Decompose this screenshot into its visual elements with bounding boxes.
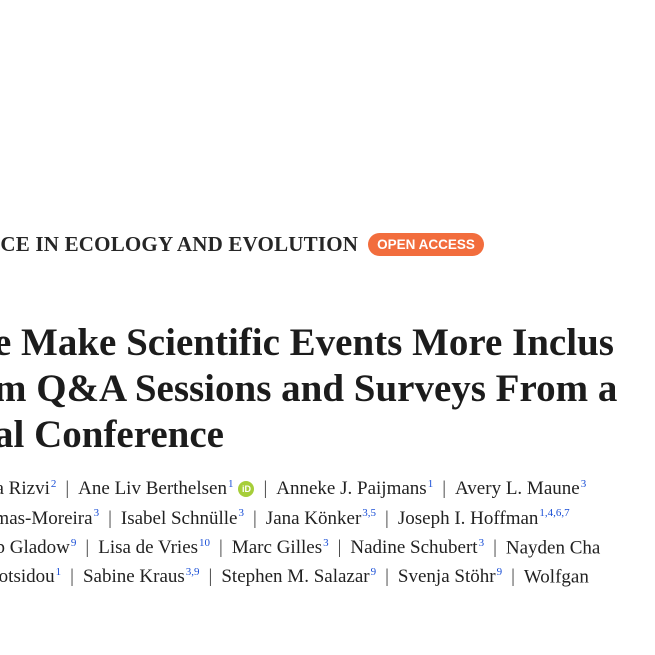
author-name: Avery L. Maune xyxy=(455,478,580,500)
author-name: ba Rizvi xyxy=(0,478,50,500)
separator: | xyxy=(70,566,74,588)
author-line: op Gladow9|Lisa de Vries10|Marc Gilles3|… xyxy=(0,531,600,560)
affiliation-sup[interactable]: 3 xyxy=(93,507,100,520)
separator: | xyxy=(219,536,223,558)
separator: | xyxy=(65,478,70,500)
affiliation-sup[interactable]: 10 xyxy=(199,536,211,549)
author[interactable]: Avery L. Maune3 xyxy=(455,478,586,499)
orcid-icon[interactable]: iD xyxy=(238,481,255,498)
affiliation-sup[interactable]: 9 xyxy=(70,536,77,549)
author[interactable]: Ane Liv Berthelsen1 iD xyxy=(78,478,255,500)
separator: | xyxy=(385,566,389,588)
author[interactable]: Wolfgan xyxy=(524,566,589,587)
separator: | xyxy=(337,536,342,558)
author[interactable]: amas-Moreira3 xyxy=(0,507,100,529)
affiliation-sup[interactable]: 1 xyxy=(55,565,62,578)
author[interactable]: Sabine Kraus3,9 xyxy=(83,566,200,587)
author[interactable]: Marc Gilles3 xyxy=(232,537,329,558)
author-name: amas-Moreira xyxy=(0,507,93,529)
author[interactable]: Botsidou1 xyxy=(0,566,61,587)
section-header: ICE IN ECOLOGY AND EVOLUTION OPEN ACCESS xyxy=(0,232,484,257)
section-label: ICE IN ECOLOGY AND EVOLUTION xyxy=(0,232,359,256)
affiliation-sup[interactable]: 1 xyxy=(227,478,234,490)
separator: | xyxy=(85,536,90,558)
author[interactable]: Joseph I. Hoffman1,4,6,7 xyxy=(397,507,570,529)
author-name: Isabel Schnülle xyxy=(120,507,238,529)
author[interactable]: Svenja Stöhr9 xyxy=(398,566,502,587)
author-line: Botsidou1 | Sabine Kraus3,9 | Stephen M. Sal… xyxy=(0,560,600,589)
author[interactable]: Isabel Schnülle3 xyxy=(120,507,244,529)
author-name: Nayden Cha xyxy=(505,536,601,558)
author-name: Lisa de Vries xyxy=(98,536,199,558)
affiliation-sup[interactable]: 3 xyxy=(478,536,485,549)
author-line: amas-Moreira3|Isabel Schnülle3|Jana Könk… xyxy=(0,501,600,530)
author[interactable]: Nadine Schubert3 xyxy=(350,537,484,558)
author[interactable]: op Gladow9 xyxy=(0,537,76,558)
affiliation-sup[interactable]: 1,4,6,7 xyxy=(539,507,570,520)
affiliation-sup[interactable]: 3,5 xyxy=(362,507,377,520)
separator: | xyxy=(385,507,389,529)
open-access-badge: OPEN ACCESS xyxy=(368,233,484,256)
affiliation-sup[interactable]: 9 xyxy=(496,565,503,578)
author-name: Anneke J. Paijmans xyxy=(276,478,427,500)
separator: | xyxy=(208,566,213,588)
affiliation-sup[interactable]: 3 xyxy=(323,536,329,549)
title-line: al Conference xyxy=(0,413,224,456)
separator: | xyxy=(252,507,257,529)
separator: | xyxy=(442,478,446,500)
article-title: e Make Scientific Events More Inclus m Q… xyxy=(0,320,617,458)
title-line: m Q&A Sessions and Surveys From a xyxy=(0,367,618,410)
author-name: Joseph I. Hoffman xyxy=(397,507,539,529)
separator: | xyxy=(493,536,497,558)
author-name: Wolfgan xyxy=(523,566,589,588)
author-name: Sabine Kraus xyxy=(82,566,185,588)
author[interactable]: Lisa de Vries10 xyxy=(98,537,210,558)
author-name: Stephen M. Salazar xyxy=(221,566,370,588)
affiliation-sup[interactable]: 9 xyxy=(370,565,377,578)
author[interactable]: Jana Könker3,5 xyxy=(265,507,377,529)
author[interactable]: Stephen M. Salazar9 xyxy=(221,566,376,587)
separator: | xyxy=(263,478,268,500)
author-name: Svenja Stöhr xyxy=(397,566,496,588)
author-name: Botsidou xyxy=(0,566,55,588)
title-line: e Make Scientific Events More Inclus xyxy=(0,321,614,364)
author-name: Jana Könker xyxy=(265,507,362,529)
separator: | xyxy=(108,507,112,529)
author[interactable]: Anneke J. Paijmans1 xyxy=(276,478,433,499)
author[interactable]: Nayden Cha xyxy=(506,537,600,558)
author-name: op Gladow xyxy=(0,536,70,558)
author-name: Marc Gilles xyxy=(231,536,323,558)
affiliation-sup[interactable]: 3,9 xyxy=(185,565,200,578)
affiliation-sup[interactable]: 2 xyxy=(50,478,57,490)
affiliation-sup[interactable]: 3 xyxy=(238,507,244,520)
affiliation-sup[interactable]: 1 xyxy=(427,478,434,490)
affiliation-sup[interactable]: 3 xyxy=(580,478,587,490)
separator: | xyxy=(511,566,515,588)
author[interactable]: ba Rizvi2 xyxy=(0,478,56,499)
author-name: Nadine Schubert xyxy=(350,536,478,558)
author-name: Ane Liv Berthelsen xyxy=(78,478,227,500)
